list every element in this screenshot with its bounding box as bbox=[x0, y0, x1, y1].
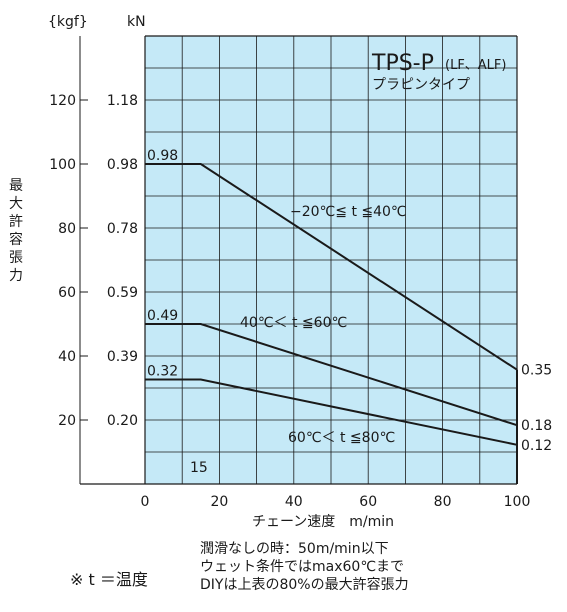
y-tick-label-kn: 0.59 bbox=[107, 285, 138, 301]
y-unit-right: kN bbox=[127, 14, 146, 30]
y-axis-label-char: 許 bbox=[9, 214, 23, 230]
x-tick-label: 60 bbox=[359, 494, 377, 510]
y-axis-label-char: 張 bbox=[9, 250, 23, 266]
chart-title-suffix: (LF、ALF) bbox=[445, 58, 506, 73]
grid-lines bbox=[145, 36, 517, 484]
series-labels: 0.98 0.35 −20℃≦ t ≦40℃ 0.49 0.18 40℃＜ t ≦60℃ 0… bbox=[147, 148, 552, 454]
y-tick-label-kgf: 60 bbox=[58, 285, 76, 301]
series-start-label: 0.32 bbox=[147, 364, 178, 380]
y-tick-label-kgf: 20 bbox=[58, 413, 76, 429]
note-line-2: ウェット条件ではmax60℃まで bbox=[200, 558, 404, 575]
y-tick-label-kgf: 120 bbox=[49, 93, 76, 109]
y-tick-label-kn: 0.78 bbox=[107, 221, 138, 237]
chart-title: TPS-P bbox=[371, 51, 434, 76]
y-axis-label-char: 力 bbox=[9, 268, 23, 284]
y-axis-label-char: 最 bbox=[9, 178, 23, 194]
y-axis-label-char: 大 bbox=[9, 196, 23, 212]
x-tick-label: 80 bbox=[434, 494, 452, 510]
x-tick-label: 20 bbox=[210, 494, 228, 510]
series-line-1 bbox=[145, 163, 518, 371]
x-tick-label: 40 bbox=[285, 494, 303, 510]
annotation-15: 15 bbox=[190, 460, 208, 476]
x-axis-label: チェーン速度 m/min bbox=[252, 514, 394, 530]
y-tick-label-kn: 0.98 bbox=[107, 157, 138, 173]
series-lines bbox=[145, 163, 518, 484]
series-name-label: 40℃＜ t ≦60℃ bbox=[240, 315, 347, 331]
tick-labels: 0 20 40 60 80 100 120 1.18 100 0.98 80 0.78 60 0.59 40… bbox=[49, 93, 530, 510]
y-unit-left: {kgf} bbox=[48, 14, 88, 30]
note-line-1: 潤滑なしの時：50m/min以下 bbox=[200, 540, 389, 557]
temperature-note: ※ t ＝温度 bbox=[70, 570, 148, 589]
y-tick-label-kn: 1.18 bbox=[107, 93, 138, 109]
series-line-2 bbox=[145, 323, 518, 427]
note-line-3: DIYは上表の80%の最大許容張力 bbox=[200, 576, 409, 593]
y-axis-label-char: 容 bbox=[9, 231, 23, 248]
y-tick-label-kn: 0.39 bbox=[107, 349, 138, 365]
y-tick-label-kgf: 80 bbox=[58, 221, 76, 237]
series-end-label: 0.18 bbox=[521, 418, 552, 434]
y-tick-label-kgf: 40 bbox=[58, 349, 76, 365]
series-start-label: 0.98 bbox=[147, 148, 178, 164]
series-name-label: 60℃＜ t ≦80℃ bbox=[288, 430, 395, 446]
x-tick-label: 0 bbox=[141, 494, 150, 510]
series-start-label: 0.49 bbox=[147, 308, 178, 324]
series-name-label: −20℃≦ t ≦40℃ bbox=[290, 204, 407, 220]
series-end-label: 0.35 bbox=[521, 363, 552, 379]
y-axis-label: 最大許容張力 bbox=[9, 178, 23, 284]
chart-subtitle: プラピンタイプ bbox=[372, 77, 470, 93]
y-tick-label-kgf: 100 bbox=[49, 157, 76, 173]
series-end-label: 0.12 bbox=[521, 438, 552, 454]
y-tick-label-kn: 0.20 bbox=[107, 413, 138, 429]
series-line-3 bbox=[145, 378, 518, 446]
x-tick-label: 100 bbox=[504, 494, 531, 510]
